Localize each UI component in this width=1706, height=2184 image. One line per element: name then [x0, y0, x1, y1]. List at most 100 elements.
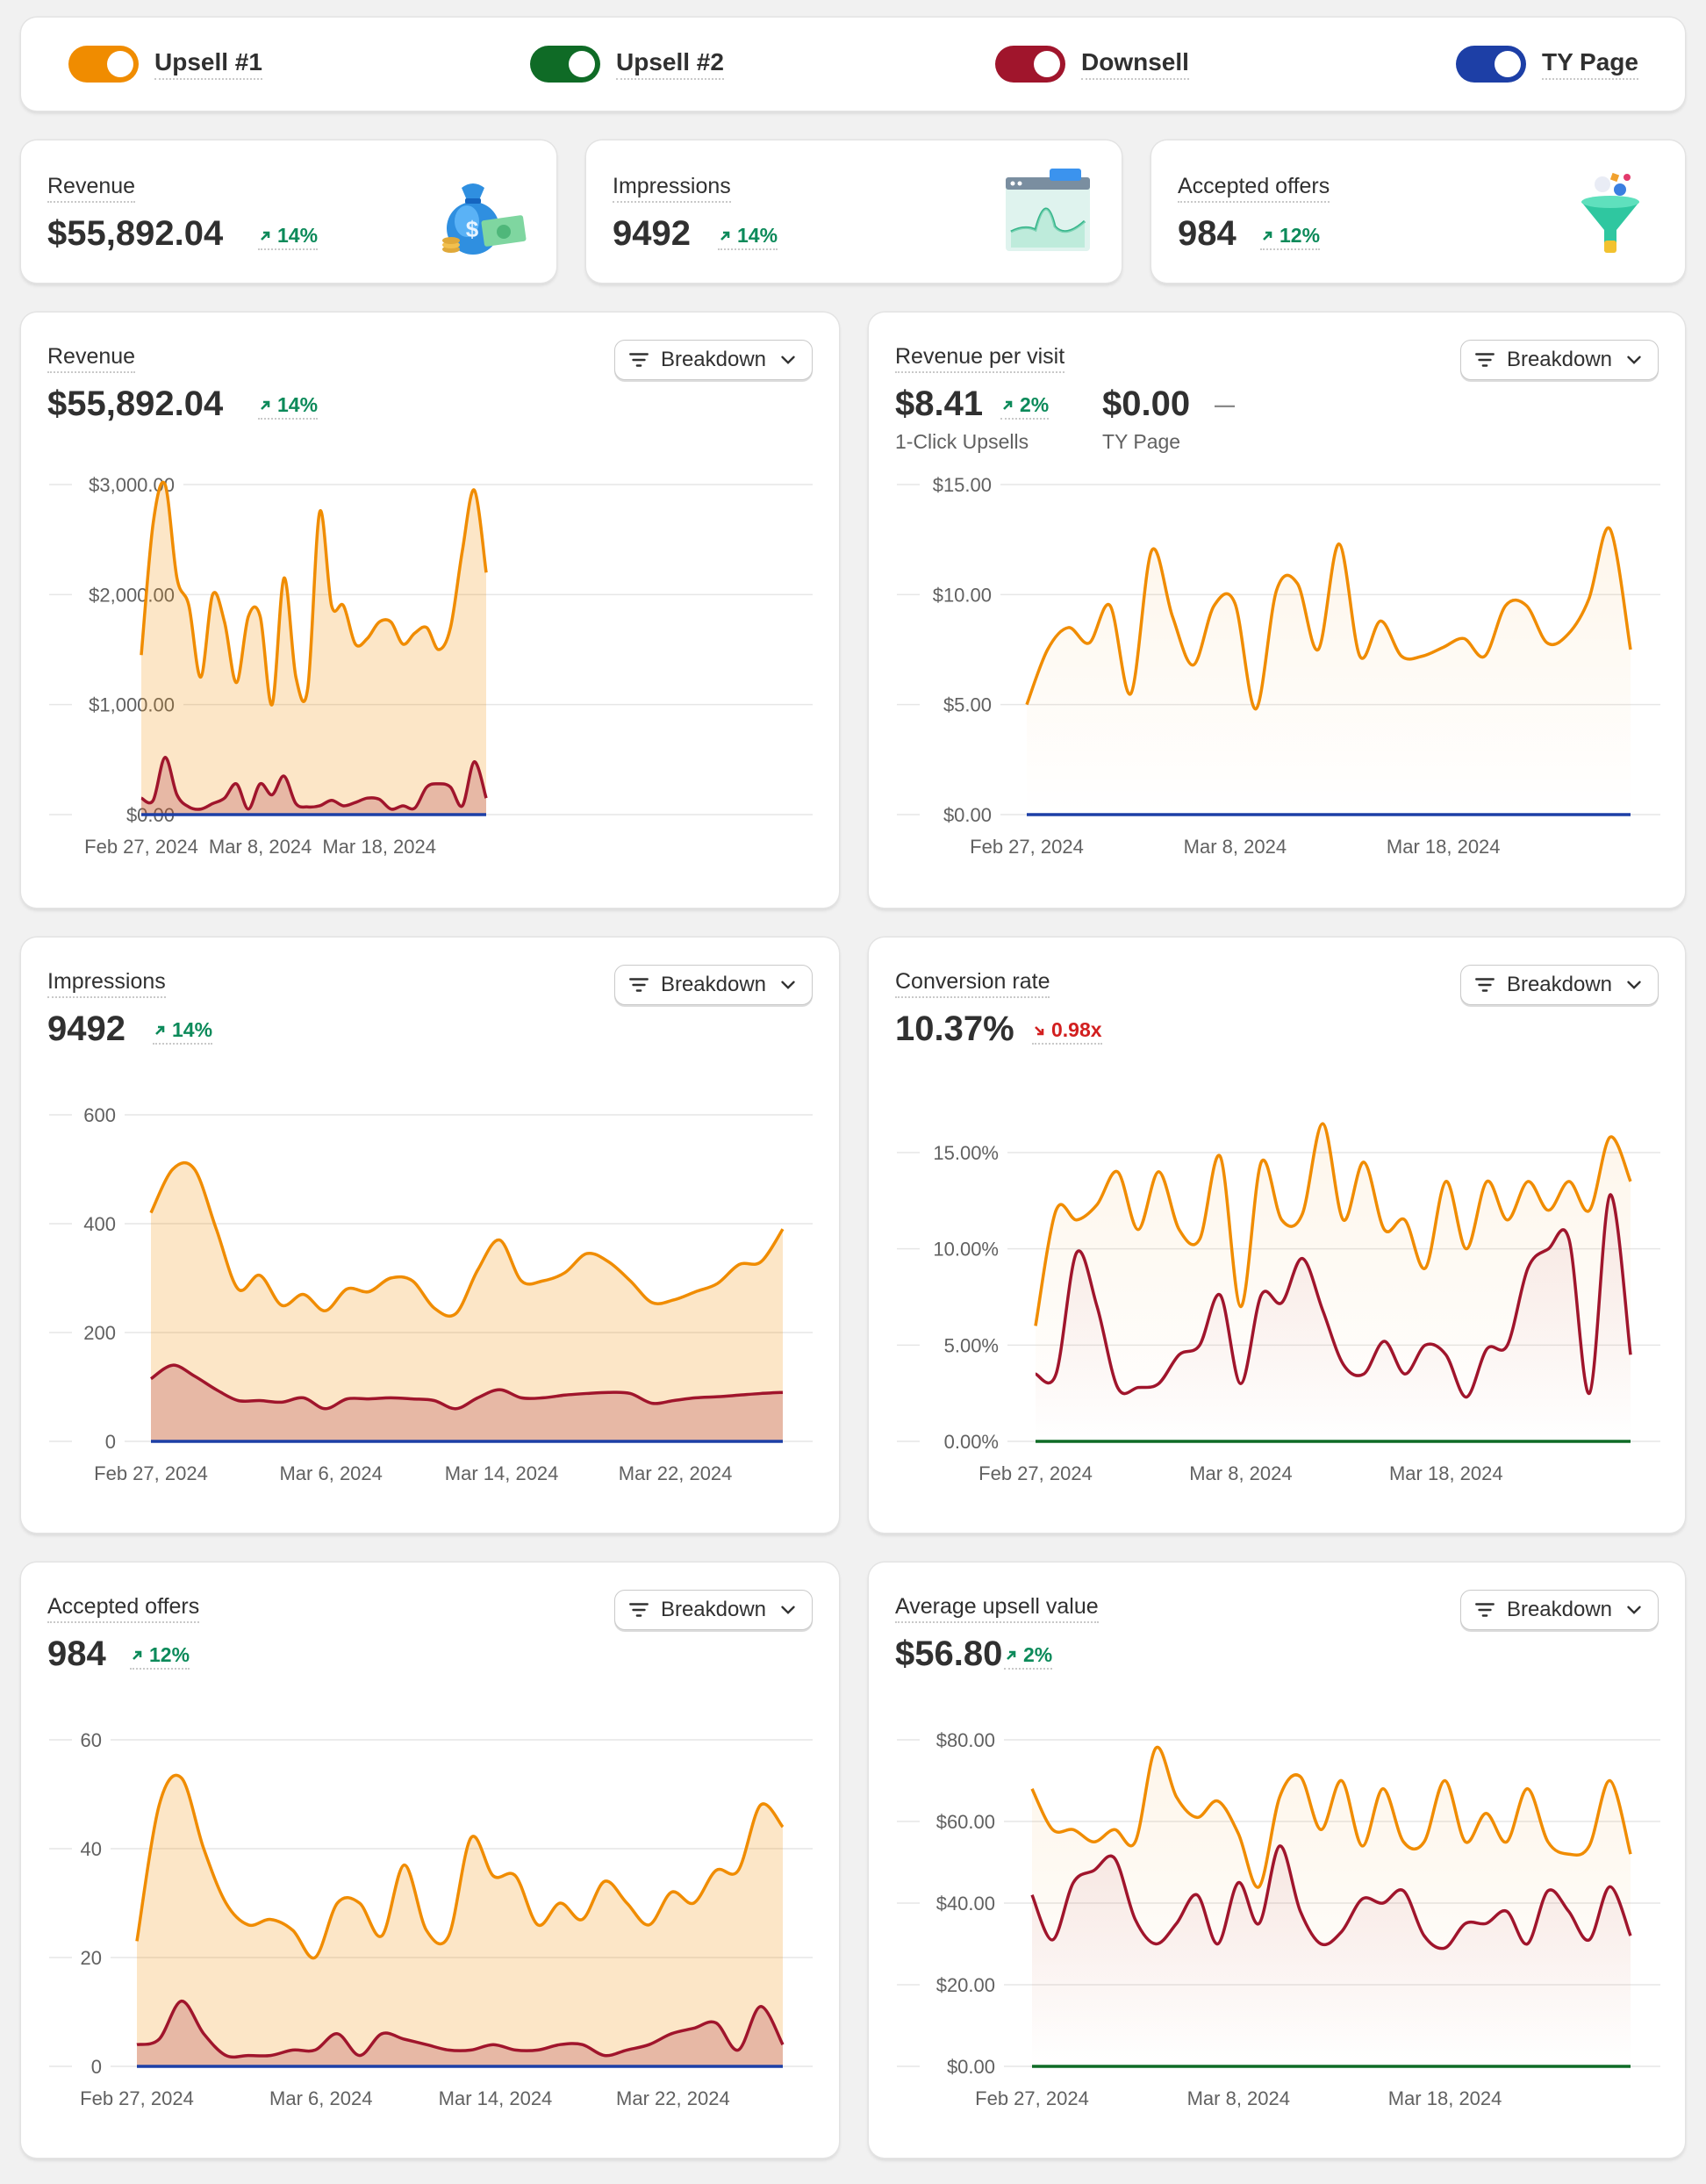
- kpi-impressions-delta: 14%: [718, 224, 778, 250]
- impressions-chart-title: Impressions: [47, 969, 166, 998]
- arrow-up-right-icon: [133, 1650, 142, 1660]
- x-tick-label: Feb 27, 2024: [978, 1462, 1093, 1484]
- kpi-card-impressions: Impressions 9492 14%: [586, 140, 1122, 283]
- series-area: [141, 482, 486, 815]
- accepted-chart-title: Accepted offers: [47, 1594, 200, 1623]
- chart-card-revenue: Revenue $55,892.04 14% Breakdown $3,000.…: [21, 313, 839, 908]
- chart-card-revenue-per-visit: Revenue per visit $8.41 2% 1-Click Upsel…: [869, 313, 1685, 908]
- toggle-upsell-2[interactable]: Upsell #2: [530, 18, 724, 111]
- upsell-2-switch[interactable]: [530, 46, 600, 83]
- conversion-chart-title: Conversion rate: [895, 969, 1050, 998]
- y-tick-label: 400: [83, 1213, 116, 1235]
- impressions-chart-value: 9492: [47, 1009, 125, 1048]
- chevron-down-icon: [781, 981, 795, 989]
- x-tick-label: Mar 14, 2024: [445, 1462, 559, 1484]
- impressions-chart-delta: 14%: [153, 1018, 213, 1045]
- series-line: [136, 1999, 785, 2059]
- x-tick-label: Mar 18, 2024: [1389, 1462, 1503, 1484]
- svg-text:$: $: [466, 216, 479, 242]
- impressions-breakdown-button[interactable]: Breakdown: [614, 965, 813, 1005]
- x-tick-label: Mar 14, 2024: [439, 2087, 553, 2109]
- rpv-breakdown-button[interactable]: Breakdown: [1460, 340, 1659, 380]
- y-tick-label: 40: [81, 1838, 102, 1860]
- kpi-accepted-title: Accepted offers: [1178, 174, 1330, 203]
- toggle-upsell-1[interactable]: Upsell #1: [68, 18, 262, 111]
- conversion-breakdown-button[interactable]: Breakdown: [1460, 965, 1659, 1005]
- rpv-chart-value: $8.41: [895, 384, 984, 423]
- series-line: [149, 1160, 785, 1318]
- y-tick-label: 0: [105, 1431, 116, 1453]
- y-tick-label: 0: [91, 2056, 102, 2078]
- x-tick-label: Mar 8, 2024: [209, 836, 312, 858]
- revenue-chart-title: Revenue: [47, 344, 136, 373]
- y-tick-label: $2,000.00: [89, 584, 175, 606]
- series-line: [140, 480, 488, 707]
- x-tick-label: Feb 27, 2024: [970, 836, 1084, 858]
- upsell-1-switch[interactable]: [68, 46, 139, 83]
- accepted-chart-value: 984: [47, 1634, 106, 1673]
- toggle-downsell[interactable]: Downsell: [995, 18, 1189, 111]
- upsell-1-label: Upsell #1: [154, 48, 262, 80]
- chart-card-accepted-offers: Accepted offers 984 12% Breakdown 60 40 20…: [21, 1563, 839, 2158]
- y-tick-label: $80.00: [936, 1729, 995, 1751]
- x-tick-label: Mar 18, 2024: [1387, 836, 1501, 858]
- y-tick-label: $5.00: [943, 694, 992, 716]
- ty-page-label: TY Page: [1542, 48, 1638, 80]
- y-tick-label: 200: [83, 1322, 116, 1344]
- series-area: [1027, 528, 1631, 815]
- kpi-card-accepted-offers: Accepted offers 984 12%: [1151, 140, 1685, 283]
- kpi-accepted-value: 984: [1178, 214, 1236, 253]
- accepted-breakdown-button[interactable]: Breakdown: [614, 1590, 813, 1630]
- x-tick-label: Feb 27, 2024: [84, 836, 198, 858]
- revenue-per-visit-chart: $15.00 $10.00 $5.00 $0.00 Feb 27, 2024 Mar 8,…: [897, 474, 1660, 858]
- series-toggle-bar: Upsell #1 Upsell #2 Downsell TY Page: [21, 18, 1685, 111]
- average-upsell-value-chart: $80.00 $60.00 $40.00 $20.00 $0.00 Feb 27, 202…: [897, 1729, 1660, 2109]
- arrow-up-right-icon: [720, 231, 730, 241]
- x-tick-label: Mar 8, 2024: [1184, 836, 1287, 858]
- filter-icon: [1475, 978, 1495, 992]
- chart-card-average-upsell-value: Average upsell value $56.80 2% Breakdown…: [869, 1563, 1685, 2158]
- x-tick-label: Mar 8, 2024: [1187, 2087, 1290, 2109]
- arrow-up-right-icon: [261, 400, 270, 410]
- impressions-chart: 600 400 200 0 Feb 27, 2024 Mar 6, 2024 Mar 14,…: [49, 1104, 813, 1484]
- y-tick-label: $1,000.00: [89, 694, 175, 716]
- funnel-icon: [1581, 172, 1639, 253]
- upsell-2-label: Upsell #2: [616, 48, 724, 80]
- aov-chart-value: $56.80: [895, 1634, 1003, 1673]
- arrow-down-right-icon: [1035, 1025, 1044, 1035]
- aov-chart-title: Average upsell value: [895, 1594, 1099, 1623]
- accepted-chart-delta: 12%: [130, 1643, 190, 1670]
- x-tick-label: Feb 27, 2024: [80, 2087, 194, 2109]
- arrow-up-right-icon: [1003, 400, 1013, 410]
- series-area: [151, 1365, 783, 1441]
- ty-page-switch[interactable]: [1456, 46, 1526, 83]
- chart-card-impressions: Impressions 9492 14% Breakdown 600 400 200…: [21, 938, 839, 1533]
- y-tick-label: 10.00%: [933, 1239, 999, 1261]
- accepted-offers-chart: 60 40 20 0 Feb 27, 2024 Mar 6, 2024 Mar 14, 20…: [49, 1729, 813, 2109]
- y-tick-label: $20.00: [936, 1974, 995, 1996]
- series-area: [137, 2001, 783, 2066]
- kpi-revenue-title: Revenue: [47, 174, 136, 203]
- toggle-ty-page[interactable]: TY Page: [1456, 18, 1638, 111]
- revenue-breakdown-button[interactable]: Breakdown: [614, 340, 813, 380]
- kpi-card-revenue: Revenue $55,892.04 14% $: [21, 140, 556, 283]
- x-tick-label: Mar 6, 2024: [269, 2087, 372, 2109]
- money-bag-icon: $: [442, 183, 527, 255]
- rpv-ty-page-value: $0.00: [1102, 384, 1191, 423]
- filter-icon: [629, 1603, 649, 1617]
- x-tick-label: Mar 22, 2024: [616, 2087, 730, 2109]
- downsell-switch[interactable]: [995, 46, 1065, 83]
- y-tick-label: 600: [83, 1104, 116, 1126]
- series-line: [149, 1363, 784, 1411]
- rpv-sub-label-ty-page: TY Page: [1102, 430, 1181, 453]
- aov-breakdown-button[interactable]: Breakdown: [1460, 1590, 1659, 1630]
- aov-chart-delta: 2%: [1004, 1643, 1053, 1670]
- series-line: [1030, 1745, 1632, 1889]
- series-line: [135, 1773, 785, 1960]
- rpv-chart-title: Revenue per visit: [895, 344, 1065, 373]
- x-tick-label: Mar 18, 2024: [1388, 2087, 1502, 2109]
- filter-icon: [629, 353, 649, 367]
- x-tick-label: Feb 27, 2024: [975, 2087, 1089, 2109]
- series-area: [1036, 1195, 1631, 1441]
